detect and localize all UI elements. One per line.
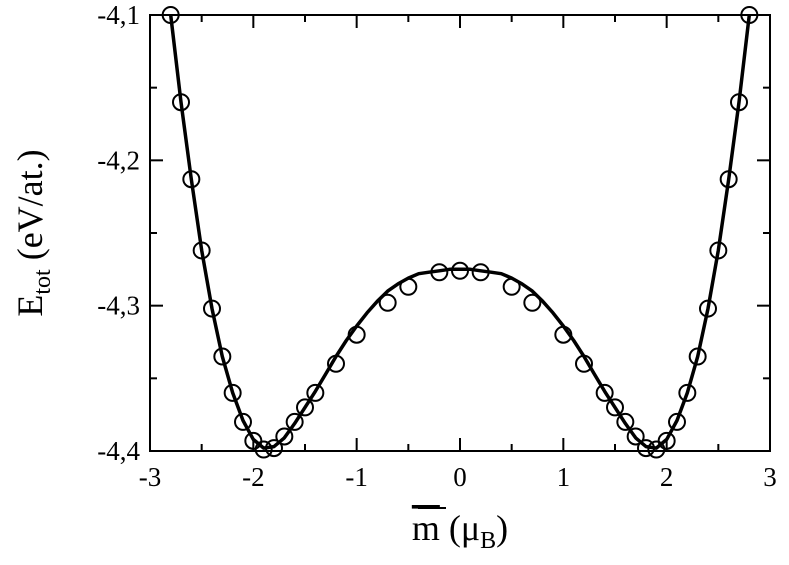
- data-point-marker: [203, 299, 221, 318]
- data-point-marker: [327, 354, 345, 373]
- data-point-marker: [275, 427, 294, 446]
- data-point-marker: [575, 354, 593, 373]
- data-point-marker: [451, 261, 469, 280]
- data-point-marker: [678, 383, 697, 402]
- x-tick-label: 0: [453, 462, 467, 492]
- data-point-marker: [213, 347, 232, 366]
- data-point-marker: [647, 440, 666, 459]
- data-point-marker: [285, 412, 304, 431]
- data-point-marker: [719, 170, 738, 189]
- data-point-marker: [471, 263, 490, 282]
- data-point-marker: [554, 325, 573, 344]
- data-point-marker: [399, 277, 418, 296]
- data-point-marker: [668, 412, 686, 431]
- y-axis-label-unit: (eV/at.): [10, 149, 50, 269]
- x-tick-label: 3: [763, 462, 777, 492]
- x-axis-label-unit-sub: B: [480, 528, 496, 554]
- y-tick-label: -4,4: [97, 436, 140, 466]
- data-point-marker: [182, 170, 201, 189]
- x-tick-label: 1: [557, 462, 571, 492]
- data-point-marker: [254, 440, 273, 459]
- x-axis-label-paren-open: (: [440, 508, 461, 548]
- fit-curve-line: [168, 14, 752, 450]
- x-tick-label: -2: [242, 462, 265, 492]
- x-tick-label: 2: [660, 462, 674, 492]
- data-point-marker: [709, 241, 728, 260]
- data-point-marker: [606, 398, 624, 417]
- data-point-marker: [378, 293, 397, 312]
- y-axis-label-main: E: [10, 295, 50, 317]
- data-point-marker: [306, 383, 325, 402]
- x-tick-label: -1: [345, 462, 368, 492]
- data-point-marker: [730, 93, 748, 112]
- x-tick-labels: -3 -2 -1 0 1 2 3: [139, 462, 777, 492]
- data-point-marker: [244, 431, 263, 450]
- data-point-marker: [637, 439, 655, 458]
- y-axis-label-sub: tot: [30, 269, 56, 295]
- x-axis-label-main: m: [412, 508, 440, 548]
- data-point-marker: [740, 6, 759, 24]
- data-point-marker: [161, 6, 180, 24]
- data-point-marker: [699, 299, 717, 318]
- x-axis-label-unit: μ: [461, 508, 480, 548]
- y-axis-label: Etot (eV/at.): [10, 149, 56, 316]
- data-point-marker: [347, 325, 366, 344]
- data-point-marker: [595, 383, 614, 402]
- data-point-marker: [223, 383, 242, 402]
- y-tick-labels: -4,4 -4,3 -4,2 -4,1: [97, 0, 140, 466]
- data-point-marker: [430, 263, 449, 282]
- x-tick-label: -3: [139, 462, 162, 492]
- data-point-marker: [234, 412, 252, 431]
- series-layer: [161, 6, 759, 459]
- data-point-marker: [192, 241, 211, 260]
- data-point-marker: [172, 93, 190, 112]
- data-point-marker: [626, 427, 645, 446]
- y-tick-label: -4,1: [97, 0, 140, 30]
- data-point-marker: [616, 412, 635, 431]
- data-point-marker: [296, 398, 314, 417]
- data-point-marker: [265, 439, 283, 458]
- y-tick-label: -4,2: [97, 145, 140, 175]
- x-axis-label: m (μB): [412, 508, 508, 554]
- data-point-marker: [688, 347, 707, 366]
- axis-ticks: [149, 14, 771, 452]
- plot-frame: [149, 14, 771, 452]
- data-point-marker: [502, 277, 521, 296]
- x-axis-label-paren-close: ): [496, 508, 508, 548]
- plot-area-border: [149, 14, 771, 452]
- data-point-marker: [657, 431, 676, 450]
- y-tick-label: -4,3: [97, 291, 140, 321]
- data-point-marker: [523, 293, 542, 312]
